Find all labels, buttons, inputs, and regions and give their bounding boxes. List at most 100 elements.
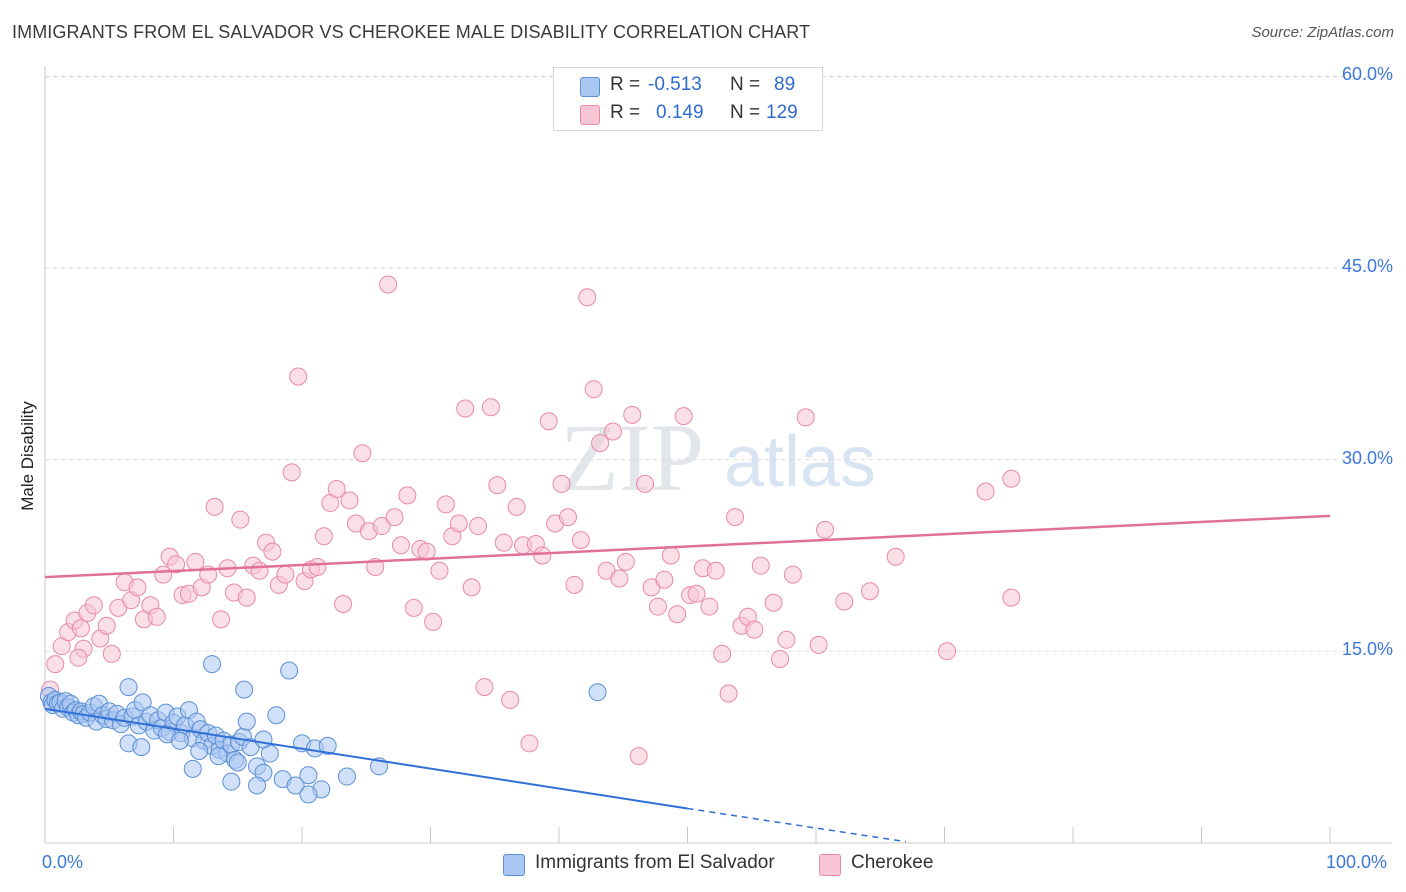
data-point [886,547,905,566]
data-point [119,678,138,697]
data-point [248,776,267,795]
y-tick-label: 15.0% [1341,639,1393,660]
data-point [507,497,526,516]
data-point [629,747,648,766]
data-point [1002,469,1021,488]
pink-swatch [819,854,841,876]
data-point [209,747,228,766]
data-point [398,486,417,505]
data-point [726,508,745,527]
data-point [469,517,488,536]
data-point [289,367,308,386]
data-point [661,546,680,565]
blue-swatch [503,854,525,876]
legend-label: Cherokee [851,852,934,873]
source-credit: Source: ZipAtlas.com [1251,24,1394,41]
data-point [494,533,513,552]
data-point [167,555,186,574]
trend-line-cherokee [44,514,1331,579]
data-point [424,612,443,631]
data-point [183,759,202,778]
data-point [745,620,764,639]
data-point [533,546,552,565]
data-point [719,684,738,703]
n-value: 89 [774,74,796,95]
data-point [603,422,622,441]
data-point [636,474,655,493]
data-point [558,508,577,527]
data-point [46,655,65,674]
data-point [488,476,507,495]
data-point [132,738,151,757]
data-point [254,730,273,749]
data-point [69,648,88,667]
data-point [655,570,674,589]
r-value: 0.149 [656,102,704,123]
watermark: ZIP atlas [560,404,876,511]
data-point [228,753,247,772]
data-point [430,561,449,580]
data-point [404,598,423,617]
r-value: -0.513 [648,74,702,95]
data-point [237,712,256,731]
data-point [237,588,256,607]
r-label: R = [610,74,641,95]
data-point [610,569,629,588]
y-tick-label: 30.0% [1341,447,1393,468]
x-tick-min: 0.0% [42,852,84,872]
y-tick-label: 45.0% [1341,255,1393,276]
data-point [552,474,571,493]
x-tick-max: 100.0% [1326,852,1388,872]
data-point [186,552,205,571]
n-value: 129 [766,102,798,123]
data-point [286,776,305,795]
data-point [976,482,995,501]
data-point [203,655,222,674]
legend-label: Immigrants from El Salvador [535,852,775,873]
data-point [462,578,481,597]
data-point [713,644,732,663]
data-point [591,433,610,452]
data-point [501,690,520,709]
data-point [449,514,468,533]
y-tick-label: 60.0% [1341,64,1393,85]
data-point [687,584,706,603]
data-point [436,495,455,514]
data-point [706,561,725,580]
data-point [84,596,103,615]
data-point [616,552,635,571]
data-point [190,741,209,760]
data-point [456,399,475,418]
data-point [263,542,282,561]
n-label: N = [730,74,761,95]
data-point [481,398,500,417]
n-label: N = [730,102,761,123]
data-point [170,731,189,750]
data-point [796,408,815,427]
data-point [648,597,667,616]
data-point [318,736,337,755]
data-point [250,561,269,580]
data-point [578,288,597,307]
data-point [299,766,318,785]
data-point [372,517,391,536]
data-point [539,412,558,431]
data-point [231,510,250,529]
data-point [835,592,854,611]
data-point [327,479,346,498]
data-point [809,635,828,654]
data-point [815,520,834,539]
chart-title: IMMIGRANTS FROM EL SALVADOR VS CHEROKEE … [12,22,811,42]
data-point [102,644,121,663]
data-point [385,508,404,527]
data-point [379,275,398,294]
data-point [267,706,286,725]
data-point [751,556,770,575]
data-point [212,610,231,629]
blue-swatch [580,77,600,97]
data-point [584,380,603,399]
data-point [777,630,796,649]
data-point [764,593,783,612]
data-point [222,772,241,791]
data-point [674,407,693,426]
